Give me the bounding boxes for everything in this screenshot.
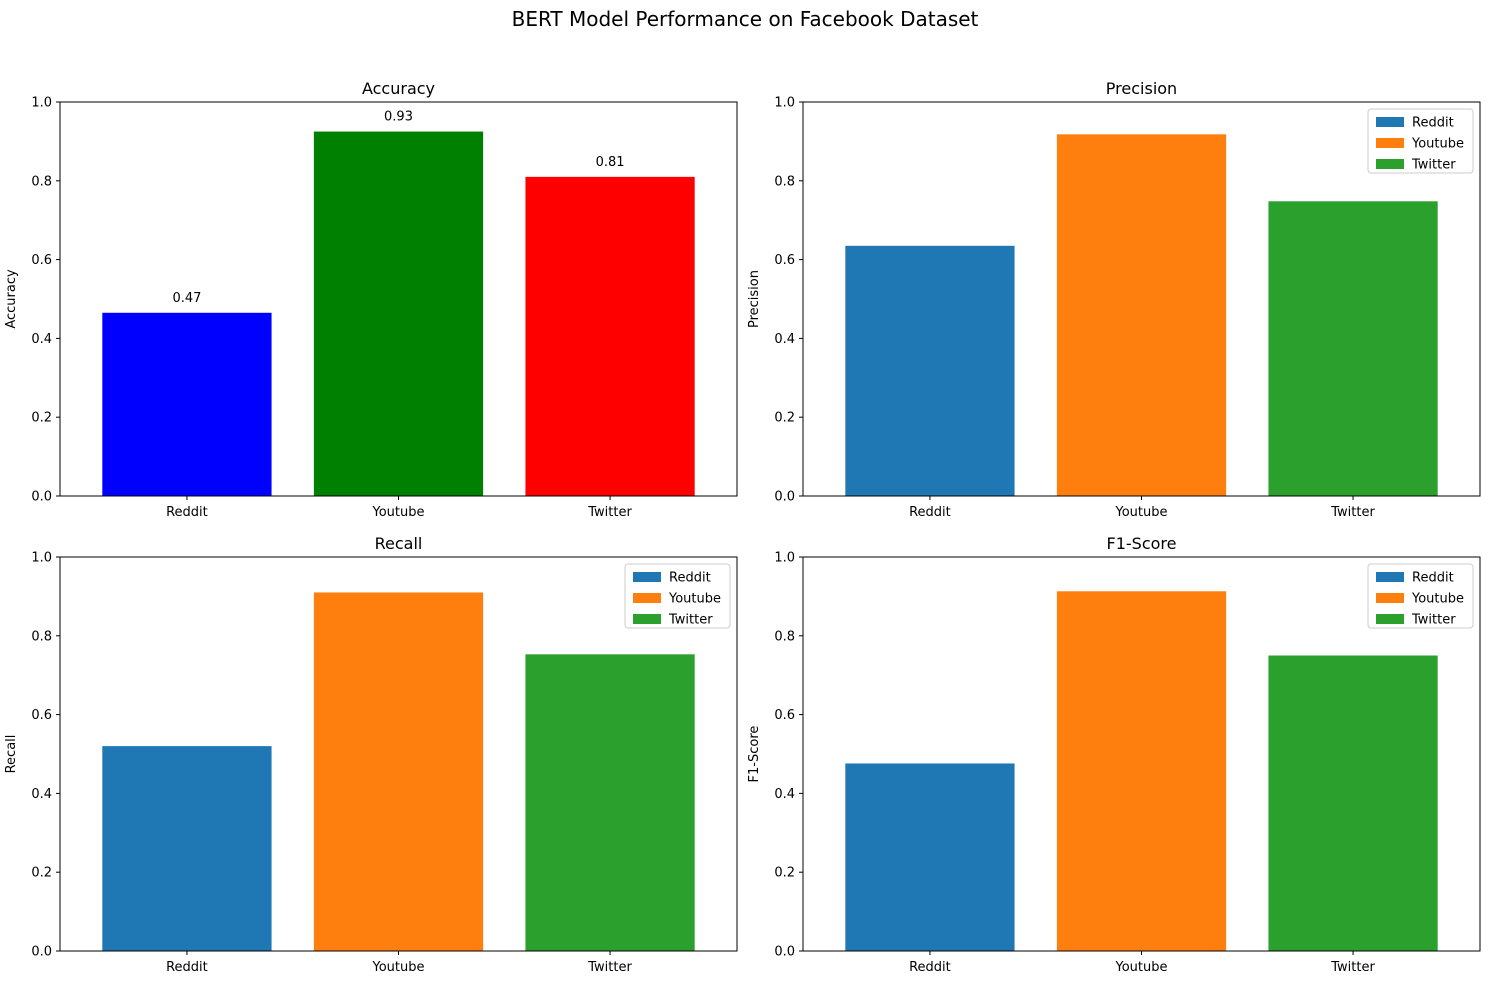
- accuracy-x-tick-label: Youtube: [372, 505, 425, 520]
- accuracy-y-tick-label: 0.4: [31, 332, 52, 347]
- precision-y-tick-label: 0.0: [774, 490, 795, 505]
- f1-score-bar-twitter: [1268, 655, 1438, 951]
- accuracy-bar-reddit: [102, 312, 272, 496]
- precision-x-tick-label: Youtube: [1115, 505, 1168, 520]
- f1-score-y-tick-label: 0.0: [774, 945, 795, 960]
- recall-y-tick-label: 0.2: [31, 866, 52, 881]
- f1-score-y-axis-label: F1-Score: [747, 726, 762, 783]
- recall-x-tick-label: Twitter: [587, 960, 632, 975]
- recall-legend-swatch: [633, 593, 661, 603]
- precision-legend-label: Youtube: [1411, 137, 1464, 152]
- recall-legend: Reddit Youtube Twitter: [624, 563, 731, 629]
- recall-title: Recall: [375, 534, 423, 553]
- recall-y-tick-label: 1.0: [31, 551, 52, 566]
- precision-bar-reddit: [845, 245, 1015, 496]
- precision-x-tick-label: Twitter: [1330, 505, 1375, 520]
- f1-score-legend-swatch: [1376, 572, 1404, 582]
- accuracy-y-tick-label: 0.2: [31, 411, 52, 426]
- accuracy-y-tick-label: 0.8: [31, 174, 52, 189]
- f1-score-y-tick-label: 0.4: [774, 787, 795, 802]
- figure-title: BERT Model Performance on Facebook Datas…: [512, 7, 979, 31]
- f1-score-legend-swatch: [1376, 593, 1404, 603]
- f1-score-legend: Reddit Youtube Twitter: [1367, 563, 1474, 629]
- precision-title: Precision: [1106, 79, 1177, 98]
- recall-y-tick-label: 0.6: [31, 708, 52, 723]
- f1-score-x-tick-label: Youtube: [1115, 960, 1168, 975]
- accuracy-data-label: 0.93: [384, 110, 413, 125]
- f1-score-bar-reddit: [845, 763, 1015, 951]
- precision-x-tick-label: Reddit: [909, 505, 951, 520]
- f1-score-y-tick-label: 0.6: [774, 708, 795, 723]
- f1-score-y-tick-label: 1.0: [774, 551, 795, 566]
- precision-y-tick-label: 0.6: [774, 253, 795, 268]
- recall-legend-label: Reddit: [669, 571, 711, 586]
- precision-bar-youtube: [1056, 134, 1227, 496]
- precision-bar-twitter: [1268, 201, 1438, 497]
- f1-score-panel: 0.0 0.2 0.4 0.6 0.8 1.0 Reddit Youtube Twitter F1…: [747, 534, 1481, 975]
- recall-bar-twitter: [525, 654, 695, 951]
- precision-legend-swatch: [1376, 138, 1404, 148]
- accuracy-title: Accuracy: [362, 79, 435, 98]
- accuracy-y-tick-label: 0.0: [31, 490, 52, 505]
- recall-x-tick-label: Youtube: [372, 960, 425, 975]
- f1-score-x-tick-label: Reddit: [909, 960, 951, 975]
- accuracy-x-tick-label: Reddit: [166, 505, 208, 520]
- accuracy-bar-twitter: [525, 176, 695, 497]
- recall-y-tick-label: 0.0: [31, 945, 52, 960]
- precision-legend-label: Reddit: [1412, 116, 1454, 131]
- accuracy-data-label: 0.47: [172, 291, 201, 306]
- precision-legend-swatch: [1376, 159, 1404, 169]
- recall-y-tick-label: 0.4: [31, 787, 52, 802]
- f1-score-y-tick-label: 0.8: [774, 629, 795, 644]
- f1-score-x-tick-label: Twitter: [1330, 960, 1375, 975]
- accuracy-y-tick-label: 0.6: [31, 253, 52, 268]
- recall-legend-label: Youtube: [668, 592, 721, 607]
- subplot-grid: 0.47 0.93 0.81 0.0 0.2 0.4 0.6 0.8 1.0 Reddit Yout…: [4, 79, 1481, 975]
- recall-bar-reddit: [102, 746, 272, 951]
- f1-score-y-tick-label: 0.2: [774, 866, 795, 881]
- precision-y-axis-label: Precision: [747, 270, 762, 328]
- accuracy-bar-youtube: [313, 131, 484, 497]
- accuracy-y-axis-label: Accuracy: [4, 269, 19, 329]
- precision-legend-label: Twitter: [1411, 158, 1456, 173]
- precision-y-tick-label: 1.0: [774, 96, 795, 111]
- accuracy-x-tick-label: Twitter: [587, 505, 632, 520]
- recall-legend-swatch: [633, 572, 661, 582]
- recall-legend-label: Twitter: [668, 613, 713, 628]
- precision-y-tick-label: 0.4: [774, 332, 795, 347]
- f1-score-title: F1-Score: [1107, 534, 1177, 553]
- recall-legend-swatch: [633, 614, 661, 624]
- recall-bar-youtube: [313, 592, 484, 951]
- accuracy-y-tick-label: 1.0: [31, 96, 52, 111]
- accuracy-panel: 0.47 0.93 0.81 0.0 0.2 0.4 0.6 0.8 1.0 Reddit Yout…: [4, 79, 738, 520]
- f1-score-bar-youtube: [1056, 591, 1227, 951]
- recall-y-axis-label: Recall: [4, 735, 19, 774]
- precision-y-tick-label: 0.8: [774, 174, 795, 189]
- precision-legend: Reddit Youtube Twitter: [1367, 108, 1474, 174]
- recall-x-tick-label: Reddit: [166, 960, 208, 975]
- precision-panel: 0.0 0.2 0.4 0.6 0.8 1.0 Reddit Youtube Twitter Pr…: [747, 79, 1481, 520]
- accuracy-data-label: 0.81: [596, 155, 625, 170]
- f1-score-legend-label: Youtube: [1411, 592, 1464, 607]
- recall-y-tick-label: 0.8: [31, 629, 52, 644]
- precision-y-tick-label: 0.2: [774, 411, 795, 426]
- f1-score-legend-label: Reddit: [1412, 571, 1454, 586]
- f1-score-legend-label: Twitter: [1411, 613, 1456, 628]
- precision-legend-swatch: [1376, 117, 1404, 127]
- f1-score-legend-swatch: [1376, 614, 1404, 624]
